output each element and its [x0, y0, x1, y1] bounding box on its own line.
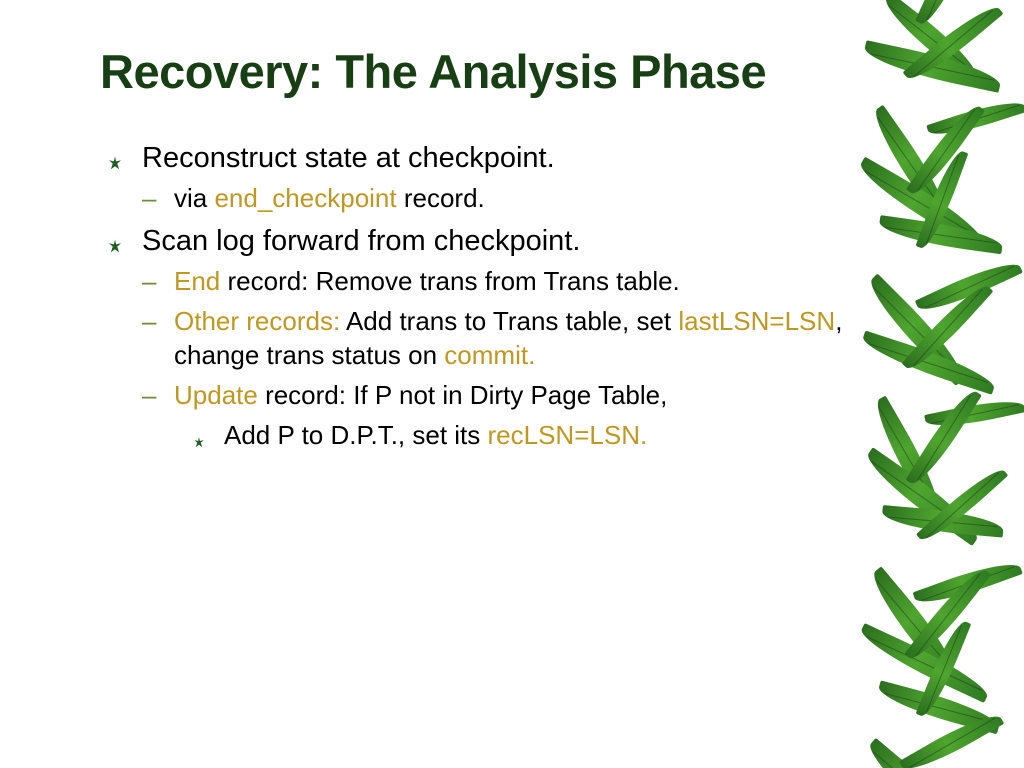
dash-bullet-icon: –: [142, 305, 156, 339]
item-text: Update record: If P not in Dirty Page Ta…: [174, 380, 667, 410]
star-bullet-icon: [106, 155, 124, 173]
list-item-l1: Reconstruct state at checkpoint. –via end…: [100, 139, 860, 216]
text-segment: record: Remove trans from Trans table.: [220, 266, 680, 296]
list-item-l3: Add P to D.P.T., set its recLSN=LSN.: [174, 418, 860, 453]
list-item-l2: –via end_checkpoint record.: [142, 182, 860, 216]
slide-content: Recovery: The Analysis Phase Reconstruct…: [100, 45, 860, 459]
text-segment: record: If P not in Dirty Page Table,: [258, 380, 667, 410]
star-bullet-icon: [106, 238, 124, 256]
bullet-list: Reconstruct state at checkpoint.–via end…: [100, 139, 860, 453]
text-segment: via: [174, 183, 214, 213]
text-segment: Other records:: [174, 306, 346, 336]
item-text: via end_checkpoint record.: [174, 183, 485, 213]
text-segment: end_checkpoint: [214, 183, 396, 213]
item-text: End record: Remove trans from Trans tabl…: [174, 266, 680, 296]
star-bullet-icon: [192, 424, 206, 459]
list-item-l2: –End record: Remove trans from Trans tab…: [142, 265, 860, 299]
dash-bullet-icon: –: [142, 379, 156, 413]
sub-sub-list: Add P to D.P.T., set its recLSN=LSN.: [174, 418, 860, 453]
list-item-l1: Scan log forward from checkpoint.–End re…: [100, 222, 860, 453]
item-text: Scan log forward from checkpoint.: [142, 225, 580, 257]
list-item-l2: –Other records: Add trans to Trans table…: [142, 305, 860, 373]
star-bullet-icon: [192, 436, 206, 450]
star-bullet-icon: [106, 228, 124, 267]
text-segment: record.: [397, 183, 485, 213]
sub-list: –End record: Remove trans from Trans tab…: [142, 265, 860, 453]
text-segment: Add P to D.P.T., set its: [224, 420, 488, 450]
dash-bullet-icon: –: [142, 265, 156, 299]
item-text: Add P to D.P.T., set its recLSN=LSN.: [224, 420, 647, 450]
text-segment: lastLSN=LSN: [678, 306, 835, 336]
slide-title: Recovery: The Analysis Phase: [100, 45, 860, 99]
text-segment: commit.: [444, 340, 535, 370]
leaf-shape: [906, 385, 982, 491]
text-segment: End: [174, 266, 220, 296]
sub-list: –via end_checkpoint record.: [142, 182, 860, 216]
item-text: Reconstruct state at checkpoint.: [142, 142, 555, 174]
leaves-decoration: [854, 0, 1024, 768]
list-item-l2: –Update record: If P not in Dirty Page T…: [142, 379, 860, 454]
text-segment: Add trans to Trans table, set: [346, 306, 678, 336]
dash-bullet-icon: –: [142, 182, 156, 216]
text-segment: recLSN=LSN.: [488, 420, 648, 450]
star-bullet-icon: [106, 145, 124, 184]
item-text: Other records: Add trans to Trans table,…: [174, 306, 842, 370]
text-segment: Update: [174, 380, 258, 410]
